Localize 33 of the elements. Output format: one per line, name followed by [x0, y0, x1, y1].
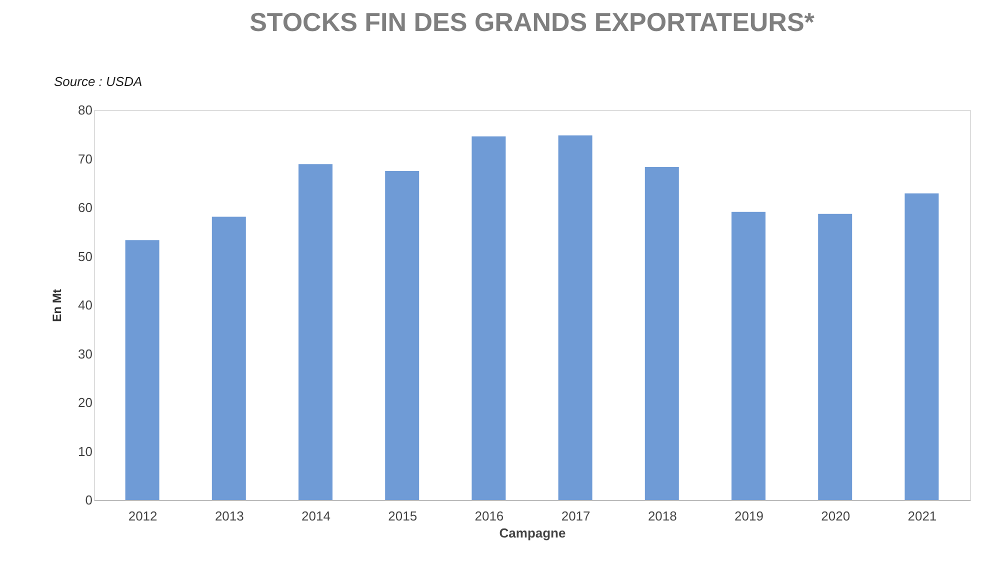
x-tick-label: 2019: [734, 508, 764, 524]
chart-title: STOCKS FIN DES GRANDS EXPORTATEURS*: [250, 7, 816, 37]
x-tick-label: 2018: [648, 508, 677, 524]
x-tick-label: 2014: [302, 508, 330, 524]
bar: [212, 216, 246, 500]
y-tick-label: 70: [78, 151, 92, 166]
y-axis-title: En Mt: [50, 289, 64, 322]
bar: [818, 214, 852, 500]
x-axis-title: Campagne: [499, 526, 566, 540]
bar: [904, 193, 939, 500]
y-tick-label: 80: [78, 102, 92, 118]
x-tick-label: 2012: [128, 508, 158, 524]
x-tick-label: 2016: [474, 508, 504, 524]
bar: [298, 164, 332, 500]
x-tick-label: 2020: [821, 508, 850, 524]
source-note: Source : USDA: [54, 74, 142, 89]
y-tick-label: 0: [85, 492, 92, 508]
x-tick-label: 2015: [388, 508, 418, 524]
bar: [644, 167, 679, 500]
y-tick-label: 10: [78, 444, 92, 459]
y-tick-label: 20: [78, 395, 92, 410]
y-tick-label: 30: [78, 346, 92, 362]
x-tick-label: 2013: [214, 508, 244, 524]
y-tick-label: 40: [78, 298, 92, 312]
bar: [558, 135, 592, 500]
bar: [385, 170, 420, 500]
y-tick-label: 60: [78, 200, 92, 215]
bar: [472, 136, 506, 500]
x-tick-label: 2017: [561, 508, 590, 524]
x-tick-label: 2021: [908, 508, 937, 524]
bar: [732, 212, 766, 500]
bar: [125, 240, 160, 500]
y-tick-label: 50: [78, 248, 92, 264]
